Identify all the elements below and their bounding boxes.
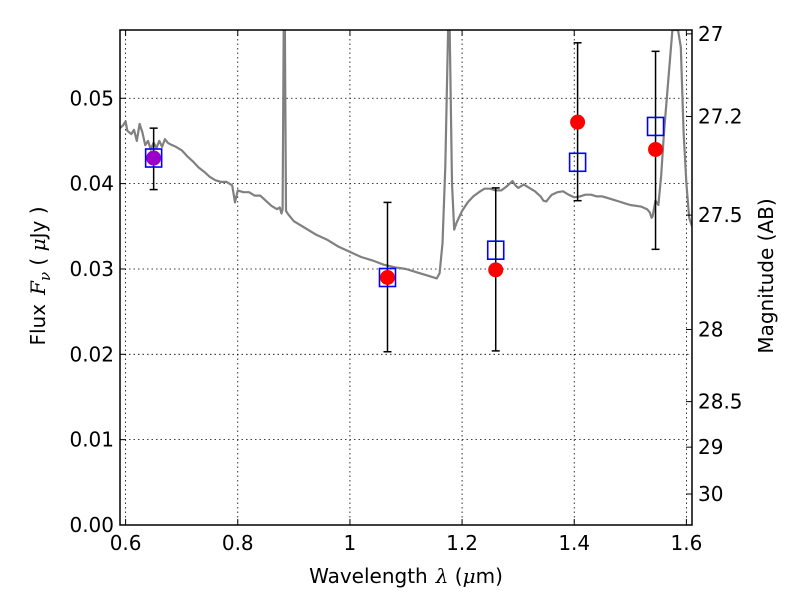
x-tick-label: 1 <box>344 531 357 555</box>
y2-tick-label: 29 <box>698 435 723 459</box>
model-point <box>568 152 587 173</box>
points-layer <box>144 114 665 288</box>
y2-tick-label: 27.2 <box>698 104 743 128</box>
y2-tick-label: 27.5 <box>698 203 743 227</box>
observed-point <box>379 270 395 285</box>
x-tick-label: 0.6 <box>110 531 142 555</box>
y2-tick-label: 28.5 <box>698 390 743 414</box>
y-axis-label-f: F <box>26 280 50 296</box>
grid <box>120 30 692 525</box>
y-axis-label-unit-open: ( <box>26 251 50 272</box>
y2-tick-label: 27 <box>698 22 723 46</box>
observed-point <box>570 114 586 130</box>
spectrum-layer <box>120 30 692 280</box>
y-tick-label: 0.05 <box>69 86 114 110</box>
y2-tick-label: 30 <box>698 482 723 506</box>
model-point <box>646 116 665 137</box>
x-axis-label-lambda: λ <box>435 564 449 588</box>
x-axis-label-unit-rest: m) <box>476 564 503 588</box>
x-axis-label: Wavelength λ (μm) <box>309 564 503 588</box>
y-tick-label: 0.03 <box>69 257 114 281</box>
y-tick-label: 0.01 <box>69 428 114 452</box>
observed-point <box>146 150 162 166</box>
model-point <box>144 148 163 168</box>
y-tick-label: 0.00 <box>69 513 114 537</box>
y-axis-label-text: Flux <box>26 304 50 346</box>
x-tick-label: 1.4 <box>558 531 590 555</box>
x-axis-label-mu: μ <box>463 564 476 588</box>
y2-axis-label: Magnitude (AB) <box>754 198 778 353</box>
observed-point <box>488 262 504 278</box>
ticks-layer: 0.6 0.8 1 1.2 1.4 1.6 0.00 0.01 0.02 0.03 0.04 0.05… <box>69 22 742 555</box>
model-point <box>378 267 397 288</box>
x-tick-label: 1.2 <box>446 531 478 555</box>
model-point <box>486 240 505 260</box>
y2-tick-label: 28 <box>698 317 723 341</box>
y-axis-label-mu: μ <box>26 238 50 251</box>
x-tick-label: 0.8 <box>222 531 254 555</box>
y-tick-label: 0.02 <box>69 342 114 366</box>
x-axis-label-text: Wavelength <box>309 564 428 588</box>
y-axis-label-unit-rest: Jy ) <box>26 206 50 240</box>
plot-frame <box>119 29 693 526</box>
y-axis-label-nu: ν <box>36 272 54 281</box>
x-tick-label: 1.6 <box>670 531 702 555</box>
x-axis-label-unit-open: ( <box>448 564 462 588</box>
y-tick-label: 0.04 <box>69 172 114 196</box>
observed-point <box>648 141 664 157</box>
y-axis-label: Flux Fν ( μJy ) <box>26 206 54 345</box>
spectrum-line <box>120 30 692 280</box>
